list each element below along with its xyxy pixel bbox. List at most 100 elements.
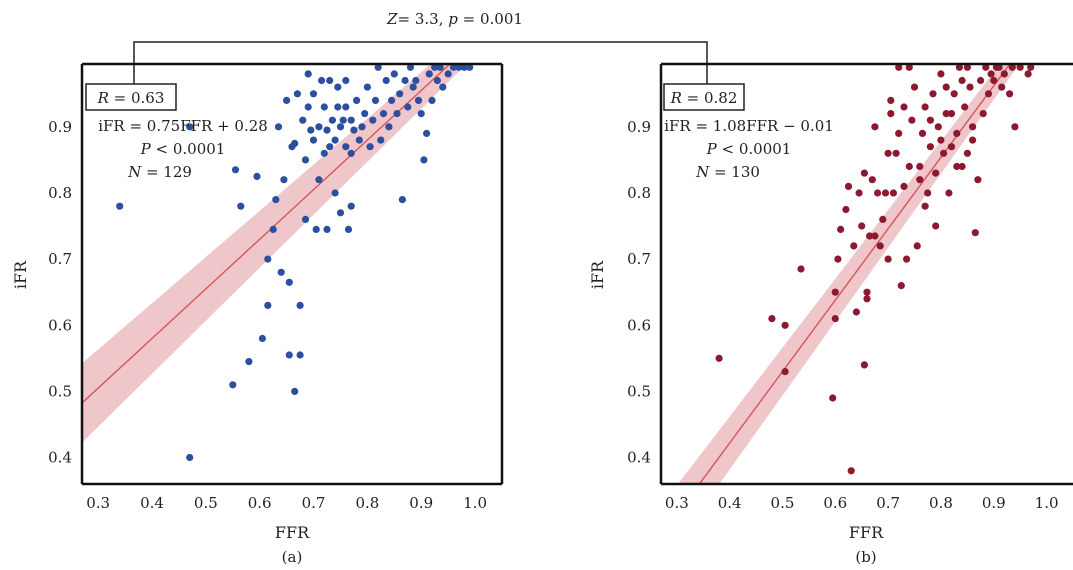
panel-a-data-point — [332, 137, 339, 144]
panel-a-data-point — [342, 103, 349, 110]
panel-a-data-point — [410, 84, 417, 91]
panel-a-data-point — [420, 156, 427, 163]
panel-b-data-point — [887, 110, 894, 117]
panel-a-x-tick-label: 0.3 — [86, 494, 110, 512]
panel-a-data-point — [372, 97, 379, 104]
panel-b-x-tick-label: 0.5 — [771, 494, 795, 512]
panel-a-data-point — [291, 140, 298, 147]
panel-a-data-point — [334, 84, 341, 91]
panel-a-data-point — [302, 156, 309, 163]
panel-b-p-value: P < 0.0001 — [706, 140, 792, 158]
panel-a-n-value: N = 129 — [127, 163, 192, 181]
panel-b-x-tick-label: 0.4 — [718, 494, 742, 512]
panel-a-data-point — [307, 127, 314, 134]
panel-a-data-point — [305, 103, 312, 110]
panel-a-y-tick-label: 0.7 — [48, 250, 72, 268]
panel-a-x-tick-label: 0.6 — [248, 494, 272, 512]
panel-b-data-point — [972, 229, 979, 236]
panel-b-data-point — [834, 256, 841, 263]
panel-a-data-point — [116, 203, 123, 210]
panel-b-x-tick-label: 0.7 — [876, 494, 900, 512]
panel-a-r-value: R = 0.63 — [97, 89, 165, 107]
panel-b-data-point — [829, 394, 836, 401]
panel-a-data-point — [426, 70, 433, 77]
panel-b-data-point — [929, 90, 936, 97]
panel-b-data-point — [916, 163, 923, 170]
panel-b-data-point — [893, 150, 900, 157]
panel-b-xlabel: FFR — [849, 523, 884, 542]
panel-b-data-point — [945, 189, 952, 196]
panel-b-data-point — [842, 206, 849, 213]
panel-b-data-point — [871, 232, 878, 239]
panel-a-data-point — [315, 123, 322, 130]
panel-b-data-point — [948, 110, 955, 117]
panel-b-data-point — [861, 170, 868, 177]
panel-a-data-point — [275, 123, 282, 130]
panel-a-data-point — [404, 103, 411, 110]
panel-a-data-point — [402, 77, 409, 84]
panel-a-data-point — [318, 77, 325, 84]
comparison-label: Z= 3.3, p = 0.001 — [386, 10, 523, 28]
panel-a-data-point — [337, 123, 344, 130]
panel-a-data-point — [280, 176, 287, 183]
panel-b-y-tick-label: 0.9 — [627, 118, 651, 136]
panel-a-data-point — [439, 84, 446, 91]
panel-b-y-tick-label: 0.5 — [627, 382, 651, 400]
panel-a-data-point — [272, 196, 279, 203]
panel-b-data-point — [890, 189, 897, 196]
panel-a-data-point — [348, 203, 355, 210]
panel-a-data-point — [342, 77, 349, 84]
panel-a-xlabel: FFR — [275, 523, 310, 542]
panel-a-data-point — [399, 196, 406, 203]
panel-b-x-tick-label: 1.0 — [1035, 494, 1059, 512]
panel-a-data-point — [299, 117, 306, 124]
panel-b-data-point — [937, 70, 944, 77]
panel-a-data-point — [423, 130, 430, 137]
panel-b-data-point — [951, 90, 958, 97]
panel-b-ticks-layer: 0.3 0.4 0.5 0.6 0.7 0.8 0.9 1.0 0.4 0.5 0.6 0.7 0.8 0… — [627, 118, 1058, 512]
panel-b-data-point — [885, 150, 892, 157]
panel-b-data-point — [998, 84, 1005, 91]
panel-a-data-point — [412, 77, 419, 84]
panel-a-data-point — [361, 110, 368, 117]
panel-a-data-point — [332, 189, 339, 196]
panel-b-data-point — [850, 242, 857, 249]
panel-b-data-point — [974, 176, 981, 183]
panel-b-equation: iFR = 1.08FFR − 0.01 — [664, 117, 834, 135]
panel-a-label: (a) — [282, 548, 303, 566]
panel-b-data-point — [911, 84, 918, 91]
panel-a-data-point — [329, 117, 336, 124]
panel-a-data-point — [310, 90, 317, 97]
panel-b-data-point — [964, 150, 971, 157]
panel-b-data-point — [985, 90, 992, 97]
panel-a-equation: iFR = 0.75FFR + 0.28 — [98, 117, 268, 135]
panel-a-data-point — [356, 137, 363, 144]
panel-b-x-tick-label: 0.8 — [929, 494, 953, 512]
panel-b-data-point — [882, 189, 889, 196]
panel-a-data-point — [283, 97, 290, 104]
panel-b-x-tick-label: 0.3 — [665, 494, 689, 512]
panel-b-data-point — [871, 123, 878, 130]
panel-a-data-point — [323, 127, 330, 134]
panel-a-data-point — [383, 77, 390, 84]
panel-a-x-tick-label: 0.4 — [140, 494, 164, 512]
panel-b-label: (b) — [855, 548, 876, 566]
panel-b-data-point — [988, 70, 995, 77]
panel-a-data-point — [297, 351, 304, 358]
panel-b-y-tick-label: 0.7 — [627, 250, 651, 268]
panel-a-data-point — [391, 70, 398, 77]
panel-b-data-point — [906, 163, 913, 170]
panel-a-data-point — [337, 209, 344, 216]
panel-b-data-point — [1011, 123, 1018, 130]
panel-b-r-value: R = 0.82 — [670, 89, 738, 107]
panel-a-data-point — [245, 358, 252, 365]
panel-b: 0.3 0.4 0.5 0.6 0.7 0.8 0.9 1.00.40.50.60.70.80… — [588, 0, 1073, 566]
panel-b-data-point — [853, 308, 860, 315]
panel-b-data-point — [908, 117, 915, 124]
panel-a-data-point — [315, 176, 322, 183]
panel-a-data-point — [232, 166, 239, 173]
panel-a-data-point — [270, 226, 277, 233]
panel-a-data-point — [418, 110, 425, 117]
panel-b-data-point — [856, 189, 863, 196]
